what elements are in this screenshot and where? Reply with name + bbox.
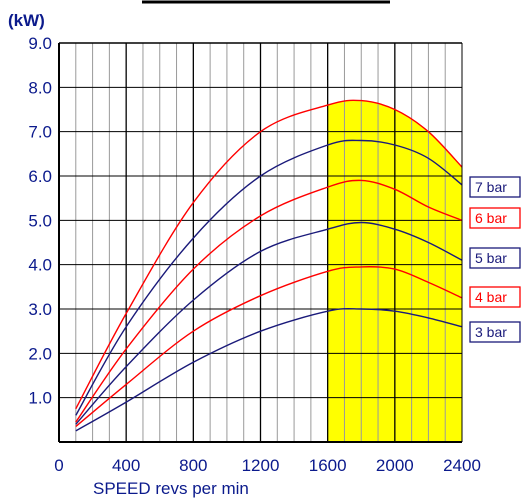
- legend-box: [469, 286, 521, 308]
- speed-highlight-zone: [327, 100, 462, 442]
- series-line-0: [75, 139, 463, 416]
- legend-label: 7 bar: [475, 179, 507, 195]
- y-tick-label: 8.0: [28, 78, 52, 97]
- legend-item-3: 4 bar: [469, 286, 521, 308]
- y-tick-label: 4.0: [28, 256, 52, 275]
- series-line-2: [75, 221, 463, 425]
- series-line-5: [75, 99, 463, 410]
- x-axis-label: SPEED revs per min: [93, 479, 249, 498]
- legend-box: [469, 247, 521, 269]
- legend-label: 4 bar: [475, 289, 507, 305]
- y-tick-label: 2.0: [28, 344, 52, 363]
- y-axis-unit: (kW): [8, 11, 45, 30]
- y-tick-label: 1.0: [28, 389, 52, 408]
- legend-box: [469, 321, 521, 343]
- highlight-area: [327, 100, 462, 442]
- axes: [58, 42, 463, 443]
- y-tick-label: 6.0: [28, 167, 52, 186]
- legend-label: 6 bar: [475, 210, 507, 226]
- y-tick-label: 5.0: [28, 211, 52, 230]
- legend-item-1: 6 bar: [469, 207, 521, 229]
- y-tick-label: 9.0: [28, 34, 52, 53]
- x-tick-label: 2400: [443, 456, 481, 475]
- x-tick-label: 400: [112, 456, 140, 475]
- x-tick-label: 1600: [309, 456, 347, 475]
- series-line-4: [75, 308, 463, 432]
- series-line-1: [75, 179, 463, 423]
- y-tick-label: 7.0: [28, 123, 52, 142]
- x-tick-label: 0: [54, 456, 63, 475]
- legend-box: [469, 207, 521, 229]
- legend: 7 bar 6 bar 5 bar 4 bar 3 bar: [469, 176, 521, 343]
- series-line-3: [75, 266, 463, 428]
- x-tick-label: 800: [179, 456, 207, 475]
- series-lines: [75, 99, 463, 432]
- grid: [59, 43, 462, 442]
- x-tick-label: 1200: [242, 456, 280, 475]
- x-tick-label: 2000: [376, 456, 414, 475]
- legend-item-4: 3 bar: [469, 321, 521, 343]
- legend-label: 5 bar: [475, 250, 507, 266]
- legend-box: [469, 176, 521, 198]
- y-tick-label: 3.0: [28, 300, 52, 319]
- tick-labels: 0 400 800 1200 1600 2000 2400 1.0 2.0 3.0 4.0 5.0 6.…: [28, 34, 481, 475]
- legend-item-0: 7 bar: [469, 176, 521, 198]
- legend-item-2: 5 bar: [469, 247, 521, 269]
- legend-label: 3 bar: [475, 324, 507, 340]
